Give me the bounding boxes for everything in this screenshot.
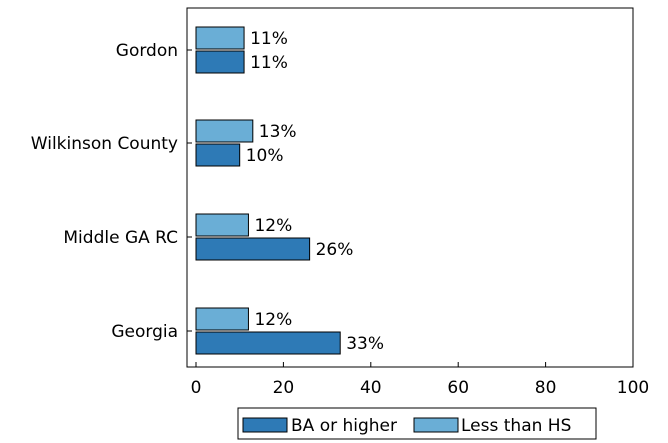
bar-ba-or-higher xyxy=(195,331,341,355)
x-tick-label: 20 xyxy=(273,378,295,398)
data-label-ba-or-higher: 11% xyxy=(250,53,288,73)
data-label-ba-or-higher: 10% xyxy=(246,146,284,166)
x-tick-label: 40 xyxy=(360,378,382,398)
data-label-ba-or-higher: 26% xyxy=(316,240,354,260)
x-axis-ticks: 0 20 40 60 80 100 xyxy=(191,362,649,398)
legend-label-less-than-hs: Less than HS xyxy=(461,416,571,436)
data-label-less-than-hs: 11% xyxy=(250,29,288,49)
legend-label-ba-or-higher: BA or higher xyxy=(291,416,397,436)
category-label: Wilkinson County xyxy=(31,134,178,154)
bar-less-than-hs xyxy=(195,213,249,237)
category-label: Georgia xyxy=(111,322,178,342)
legend: BA or higher Less than HS xyxy=(237,407,597,440)
data-label-less-than-hs: 12% xyxy=(254,216,292,236)
category-label: Middle GA RC xyxy=(63,228,178,248)
category-labels: Gordon Wilkinson County Middle GA RC Georgi… xyxy=(31,41,192,342)
bar-less-than-hs xyxy=(195,119,254,143)
bar-less-than-hs xyxy=(195,26,245,50)
data-label-less-than-hs: 12% xyxy=(254,310,292,330)
plot-frame xyxy=(186,7,634,368)
legend-swatch-less-than-hs xyxy=(413,417,459,433)
bar-ba-or-higher xyxy=(195,50,245,74)
category-label: Gordon xyxy=(116,41,178,61)
x-tick-label: 60 xyxy=(447,378,469,398)
x-tick-label: 100 xyxy=(617,378,649,398)
bars-layer: 11% 11% 13% 10% 12% 26% 12% 33% xyxy=(195,26,384,355)
bar-ba-or-higher xyxy=(195,237,311,261)
x-tick-label: 0 xyxy=(191,378,202,398)
x-tick-label: 80 xyxy=(535,378,557,398)
data-label-less-than-hs: 13% xyxy=(259,122,297,142)
data-label-ba-or-higher: 33% xyxy=(346,334,384,354)
bar-ba-or-higher xyxy=(195,143,241,167)
bar-less-than-hs xyxy=(195,307,249,331)
legend-swatch-ba-or-higher xyxy=(242,417,288,433)
